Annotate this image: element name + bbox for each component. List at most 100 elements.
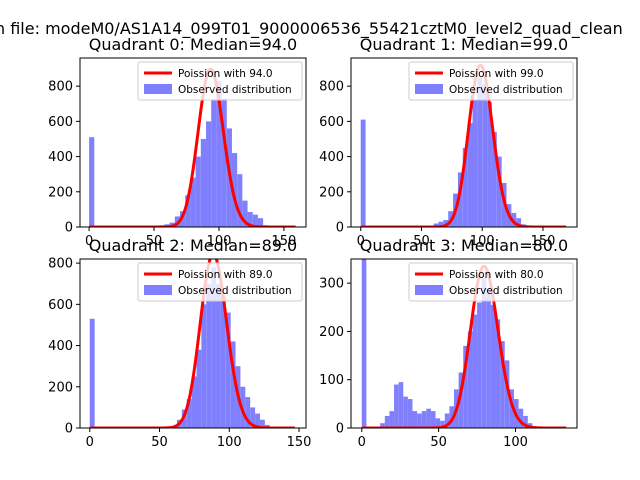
histogram-bar bbox=[205, 121, 212, 227]
subplot-title: Quadrant 0: Median=94.0 bbox=[89, 35, 297, 54]
legend: Poission with 99.0 Observed distribution bbox=[408, 61, 574, 101]
plot-area bbox=[361, 259, 567, 428]
subplot-quadrant-1: 0 50 100 150 0 200 400 600 800 Quadrant 1: Median… bbox=[319, 35, 578, 249]
legend-label-poisson: Poission with 89.0 bbox=[178, 269, 273, 281]
legend-label-observed: Observed distribution bbox=[449, 285, 563, 297]
histogram-bar bbox=[200, 138, 206, 227]
legend-box bbox=[137, 262, 303, 302]
y-tick-label: 0 bbox=[336, 422, 344, 437]
histogram-bar bbox=[389, 411, 395, 428]
histogram-bar bbox=[440, 420, 445, 428]
histogram-bar bbox=[201, 304, 207, 428]
axes-frame bbox=[79, 258, 307, 429]
histogram-bar bbox=[257, 218, 264, 227]
histogram-bar bbox=[504, 360, 510, 428]
subplot-title: Quadrant 1: Median=99.0 bbox=[360, 35, 568, 54]
legend-box bbox=[408, 262, 574, 302]
x-tick-label: 50 bbox=[413, 234, 430, 249]
x-tick-label: 100 bbox=[503, 435, 528, 450]
histogram-bar bbox=[361, 259, 367, 428]
histogram-bar bbox=[231, 153, 238, 227]
x-tick-label: 100 bbox=[470, 234, 495, 249]
y-tick-label: 0 bbox=[65, 221, 73, 236]
histogram-bar bbox=[496, 156, 502, 227]
histogram-bar bbox=[250, 407, 256, 428]
histogram-bar bbox=[221, 98, 227, 227]
histogram-bar bbox=[472, 314, 478, 428]
histogram-bar bbox=[407, 399, 413, 428]
histogram-bar bbox=[206, 283, 212, 428]
histogram-bar bbox=[481, 278, 487, 428]
histogram-bar bbox=[509, 389, 514, 428]
axes-frame bbox=[350, 258, 578, 429]
histogram-bar bbox=[477, 77, 483, 227]
histogram-bar bbox=[443, 219, 449, 227]
y-tick-label: 800 bbox=[48, 257, 73, 272]
x-tick-label: 150 bbox=[272, 234, 297, 249]
histogram-bar bbox=[463, 345, 468, 428]
subplot-grid: 0 50 100 150 0 200 400 600 800 Quadrant 0: Median… bbox=[48, 35, 578, 450]
histogram-bar bbox=[196, 349, 202, 428]
histogram-bar bbox=[190, 177, 196, 227]
histogram-bar bbox=[245, 397, 251, 428]
histogram-bar bbox=[403, 396, 408, 428]
y-tick-label: 200 bbox=[319, 325, 344, 340]
y-tick-label: 0 bbox=[65, 422, 73, 437]
poisson-curve bbox=[361, 264, 567, 428]
histogram-bar bbox=[380, 423, 385, 428]
y-tick-label: 600 bbox=[319, 115, 344, 130]
histogram-bar bbox=[426, 408, 431, 428]
x-tick-label: 0 bbox=[85, 234, 93, 249]
legend-patch-swatch bbox=[415, 285, 443, 295]
y-tick-label: 200 bbox=[48, 185, 73, 200]
y-tick-label: 600 bbox=[48, 298, 73, 313]
histogram-bar bbox=[211, 100, 217, 227]
histogram-bar bbox=[255, 413, 260, 428]
x-tick-label: 100 bbox=[207, 234, 232, 249]
histogram-bar bbox=[449, 406, 455, 428]
axes-frame bbox=[350, 57, 578, 228]
histogram-bar bbox=[486, 287, 491, 428]
histogram-bar bbox=[444, 413, 450, 428]
x-tick-label: 50 bbox=[146, 234, 163, 249]
histogram-bar bbox=[487, 102, 492, 227]
histogram-bar bbox=[216, 283, 221, 428]
histogram-bar bbox=[523, 415, 528, 428]
histogram-bar bbox=[462, 147, 468, 227]
histogram-bar bbox=[398, 382, 404, 428]
y-tick-label: 400 bbox=[48, 339, 73, 354]
legend-box bbox=[137, 61, 303, 101]
legend-patch-swatch bbox=[144, 285, 172, 295]
histogram-bar bbox=[500, 341, 505, 428]
subplot-title: Quadrant 3: Median=80.0 bbox=[360, 236, 568, 255]
x-tick-label: 100 bbox=[217, 435, 242, 450]
axes-frame bbox=[79, 57, 307, 228]
histogram-bar bbox=[242, 200, 248, 227]
legend: Poission with 94.0 Observed distribution bbox=[137, 61, 303, 101]
histogram-bar bbox=[417, 413, 422, 428]
x-tick-label: 150 bbox=[531, 234, 556, 249]
histogram-bar bbox=[89, 318, 95, 428]
histogram-bar bbox=[430, 411, 436, 428]
y-tick-label: 300 bbox=[319, 277, 344, 292]
legend-patch-swatch bbox=[415, 84, 443, 94]
histogram-bar bbox=[211, 267, 217, 428]
histogram-bar bbox=[237, 174, 243, 227]
histogram-bar bbox=[518, 408, 524, 428]
histogram-bar bbox=[230, 341, 236, 428]
histogram-bar bbox=[433, 223, 439, 227]
y-tick-label: 600 bbox=[48, 115, 73, 130]
poisson-curve bbox=[89, 259, 295, 428]
legend-label-observed: Observed distribution bbox=[178, 84, 292, 96]
legend-label-observed: Observed distribution bbox=[178, 285, 292, 297]
histogram-bar bbox=[438, 221, 444, 227]
histogram-bar bbox=[477, 302, 482, 428]
histogram-bar bbox=[472, 100, 478, 227]
legend-box bbox=[408, 61, 574, 101]
histogram-bar bbox=[225, 312, 231, 428]
histogram-bar bbox=[191, 376, 197, 428]
y-tick-label: 400 bbox=[319, 150, 344, 165]
x-tick-label: 0 bbox=[86, 435, 94, 450]
x-tick-label: 0 bbox=[358, 435, 366, 450]
x-tick-label: 50 bbox=[151, 435, 168, 450]
